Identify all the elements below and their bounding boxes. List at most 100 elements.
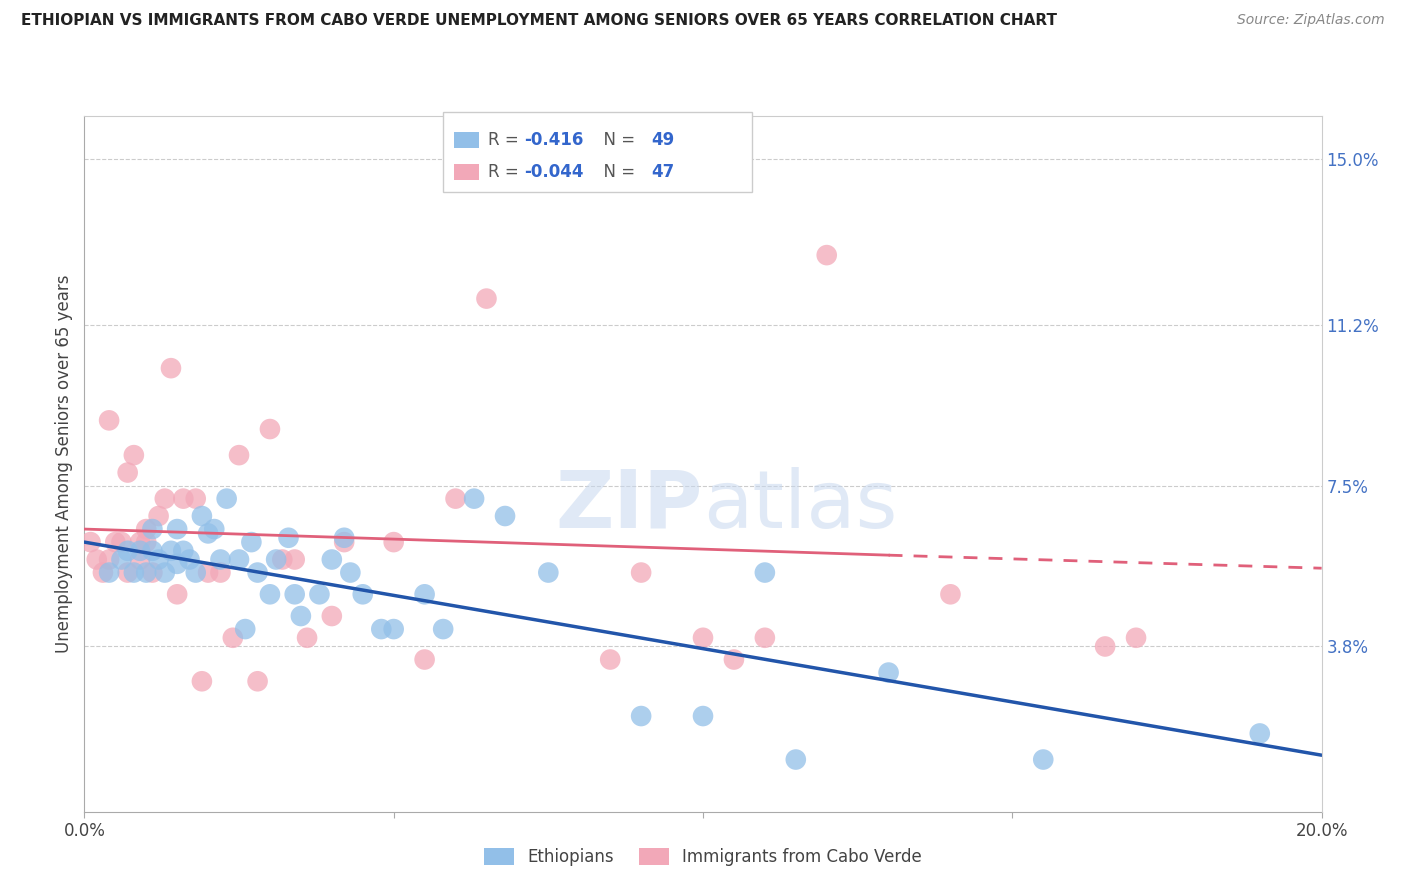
Point (1032, 753, 1054, 767)
Point (104, 535, 127, 549)
Point (277, 531, 299, 545)
Point (370, 622, 392, 636)
Point (148, 508, 170, 523)
Point (630, 709, 652, 723)
Point (191, 508, 214, 523)
Point (1249, 726, 1271, 740)
Point (506, 161, 529, 176)
Point (692, 709, 714, 723)
Point (98, 566, 121, 580)
Point (172, 544, 194, 558)
Point (463, 491, 485, 506)
Point (295, 631, 318, 645)
Point (815, 248, 838, 262)
Point (222, 631, 245, 645)
Point (172, 491, 194, 506)
Text: N =: N = (593, 131, 641, 149)
Point (197, 526, 219, 541)
Point (692, 631, 714, 645)
Point (333, 531, 356, 545)
Point (259, 422, 281, 436)
Point (494, 508, 516, 523)
Point (98, 413, 121, 427)
Point (160, 544, 183, 558)
Point (141, 566, 163, 580)
Text: R =: R = (488, 163, 524, 181)
Point (284, 552, 307, 566)
Point (86, 552, 108, 566)
Point (333, 535, 356, 549)
Text: atlas: atlas (703, 467, 897, 545)
Point (166, 522, 188, 536)
Point (110, 552, 132, 566)
Point (166, 587, 188, 601)
Point (197, 566, 219, 580)
Text: 47: 47 (651, 163, 675, 181)
Point (308, 587, 330, 601)
Point (233, 622, 256, 636)
Text: 49: 49 (651, 131, 675, 149)
Point (246, 674, 269, 689)
Point (339, 566, 361, 580)
Point (877, 665, 900, 680)
Point (160, 361, 183, 376)
Text: ZIP: ZIP (555, 467, 703, 545)
Point (785, 753, 807, 767)
Point (117, 544, 139, 558)
Point (179, 552, 201, 566)
Point (1094, 640, 1116, 654)
Point (135, 535, 157, 549)
Point (184, 491, 207, 506)
Point (599, 652, 621, 666)
Point (1125, 631, 1147, 645)
Text: -0.416: -0.416 (524, 131, 583, 149)
Point (129, 552, 152, 566)
Point (228, 448, 250, 462)
Point (135, 566, 157, 580)
Point (432, 622, 454, 636)
Point (259, 587, 281, 601)
Point (153, 491, 176, 506)
Point (228, 552, 250, 566)
Point (352, 587, 374, 601)
Point (321, 609, 343, 624)
Point (264, 552, 287, 566)
Point (271, 552, 294, 566)
Point (754, 566, 776, 580)
Point (413, 587, 436, 601)
Point (939, 587, 962, 601)
Point (148, 552, 170, 566)
Text: ETHIOPIAN VS IMMIGRANTS FROM CABO VERDE UNEMPLOYMENT AMONG SENIORS OVER 65 YEARS: ETHIOPIAN VS IMMIGRANTS FROM CABO VERDE … (21, 13, 1057, 29)
Point (98, 552, 121, 566)
Point (79, 535, 101, 549)
Point (444, 491, 467, 506)
Point (723, 652, 745, 666)
Point (202, 522, 225, 536)
Point (537, 566, 560, 580)
Point (240, 535, 263, 549)
Point (215, 491, 238, 506)
Point (135, 522, 157, 536)
Legend: Ethiopians, Immigrants from Cabo Verde: Ethiopians, Immigrants from Cabo Verde (477, 841, 929, 873)
Point (141, 522, 163, 536)
Point (630, 566, 652, 580)
Point (209, 552, 232, 566)
Point (184, 566, 207, 580)
Point (754, 631, 776, 645)
Text: Source: ZipAtlas.com: Source: ZipAtlas.com (1237, 13, 1385, 28)
Point (141, 544, 163, 558)
Point (413, 652, 436, 666)
Point (122, 448, 145, 462)
Point (117, 466, 139, 480)
Point (91, 566, 114, 580)
Point (122, 566, 145, 580)
Text: N =: N = (593, 163, 641, 181)
Point (475, 292, 498, 306)
Point (284, 587, 307, 601)
Point (110, 535, 132, 549)
Point (129, 535, 152, 549)
Text: -0.044: -0.044 (524, 163, 583, 181)
Text: R =: R = (488, 131, 524, 149)
Point (290, 609, 312, 624)
Point (117, 566, 139, 580)
